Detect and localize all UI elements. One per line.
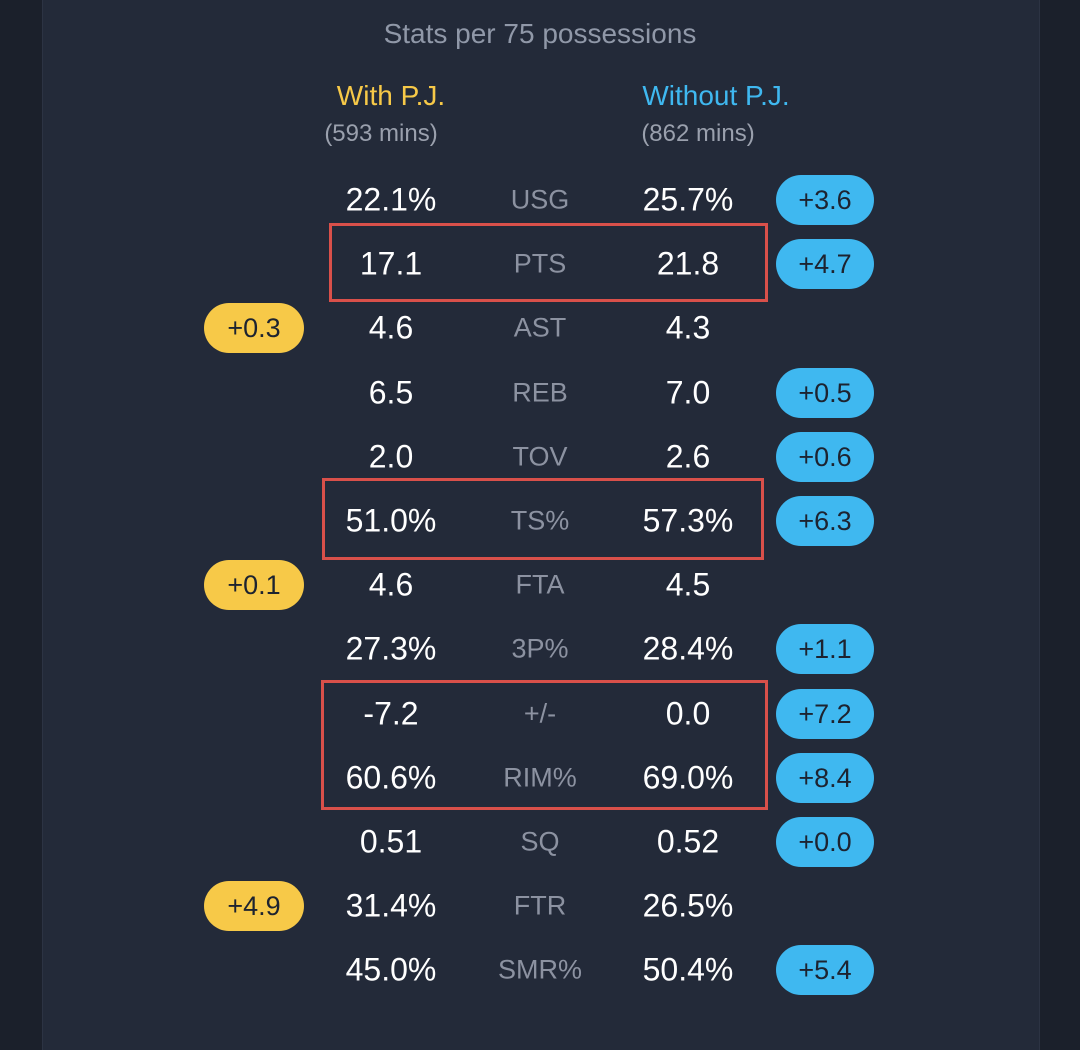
without-value: 28.4% [642, 630, 734, 667]
without-value: 2.6 [665, 438, 711, 475]
diff-badge-without: +7.2 [776, 688, 874, 739]
diff-badge-with: +0.3 [204, 303, 304, 354]
without-value: 0.52 [656, 823, 720, 860]
stat-label: AST [513, 312, 567, 343]
without-value: 25.7% [642, 181, 734, 218]
with-value: 22.1% [345, 181, 437, 218]
without-value: 7.0 [665, 374, 711, 411]
with-value: 27.3% [345, 630, 437, 667]
diff-badge-with: +4.9 [204, 881, 304, 932]
with-value: 4.6 [368, 309, 414, 346]
without-minutes: (862 mins) [641, 120, 755, 147]
stat-label: REB [512, 377, 568, 408]
stat-label: TS% [510, 505, 570, 536]
diff-badge-with: +0.1 [204, 560, 304, 611]
diff-badge-without: +5.4 [776, 945, 874, 996]
with-value: 4.6 [368, 566, 414, 603]
stat-label: USG [510, 184, 570, 215]
without-value: 57.3% [642, 502, 734, 539]
with-minutes: (593 mins) [324, 120, 438, 147]
stat-label: RIM% [503, 762, 577, 793]
diff-badge-without: +3.6 [776, 175, 874, 225]
without-column-header: Without P.J. [642, 80, 790, 111]
stat-label: 3P% [511, 633, 569, 664]
stat-label: TOV [512, 441, 568, 472]
diff-badge-without: +1.1 [776, 624, 874, 675]
with-value: 0.51 [359, 823, 423, 860]
diff-badge-without: +0.6 [776, 431, 874, 482]
stat-label: SQ [520, 826, 560, 857]
diff-badge-without: +0.5 [776, 367, 874, 418]
highlight-box-plusminus-rim [321, 680, 768, 810]
with-value: 51.0% [345, 502, 437, 539]
without-value: 26.5% [642, 887, 734, 924]
without-value: 0.0 [665, 695, 711, 732]
with-value: 17.1 [359, 245, 423, 282]
highlight-box-ts [322, 478, 764, 560]
with-value: 31.4% [345, 887, 437, 924]
diff-badge-without: +8.4 [776, 752, 874, 803]
stat-label: PTS [513, 248, 567, 279]
without-value: 4.3 [665, 309, 711, 346]
with-value: 45.0% [345, 951, 437, 988]
diff-badge-without: +0.0 [776, 817, 874, 867]
diff-badge-without: +4.7 [776, 239, 874, 290]
with-value: 2.0 [368, 438, 414, 475]
highlight-box-pts [329, 223, 768, 302]
subtitle: Stats per 75 possessions [383, 18, 697, 49]
without-value: 50.4% [642, 951, 734, 988]
stat-label: SMR% [497, 954, 582, 985]
with-value: -7.2 [363, 695, 419, 732]
with-column-header: With P.J. [336, 80, 446, 111]
stat-label: FTR [513, 890, 567, 921]
diff-badge-without: +6.3 [776, 496, 874, 546]
with-value: 60.6% [345, 759, 437, 796]
with-value: 6.5 [368, 374, 414, 411]
stat-label: FTA [515, 569, 565, 600]
without-value: 69.0% [642, 759, 734, 796]
without-value: 4.5 [665, 566, 711, 603]
stat-label: +/- [523, 698, 557, 729]
without-value: 21.8 [656, 245, 720, 282]
